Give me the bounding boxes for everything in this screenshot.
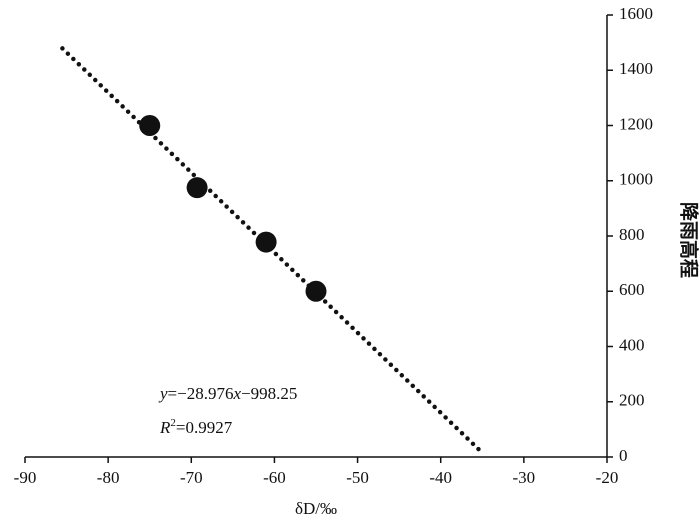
y-tick-label: 1400 [619, 59, 653, 78]
x-tick-label: -40 [429, 468, 452, 487]
y-tick-label: 200 [619, 391, 645, 410]
point [139, 115, 161, 136]
y-tick-label: 1600 [619, 4, 653, 23]
equation-part: =−28.976 [168, 384, 234, 403]
y-tick-label: 600 [619, 280, 645, 299]
x-tick-label: -90 [14, 468, 37, 487]
r-squared-part: 2 [170, 417, 176, 429]
y-tick-label: 400 [619, 335, 645, 354]
y-axis-label: 降雨高程 [678, 202, 700, 278]
trend-line [60, 46, 483, 453]
x-tick-label: -30 [513, 468, 536, 487]
x-tick-label: -80 [97, 468, 120, 487]
x-tick-label: -70 [180, 468, 203, 487]
x-axis-label: δD/‰ [295, 499, 337, 518]
x-tick-label: -60 [263, 468, 286, 487]
point [186, 177, 208, 199]
r-squared: R2=0.9927 [159, 417, 233, 437]
y-tick-label: 1200 [619, 114, 653, 133]
equation-part: y [158, 384, 168, 403]
r-squared-part: R [159, 418, 171, 437]
equation-part: x [232, 384, 241, 403]
equation: y=−28.976x−998.25 [158, 384, 297, 403]
equation-part: −998.25 [241, 384, 297, 403]
y-tick-label: 800 [619, 225, 645, 244]
y-tick-label: 0 [619, 446, 628, 465]
y-tick-label: 1000 [619, 170, 653, 189]
r-squared-part: =0.9927 [176, 418, 233, 437]
x-tick-label: -50 [346, 468, 369, 487]
x-tick-label: -20 [596, 468, 619, 487]
